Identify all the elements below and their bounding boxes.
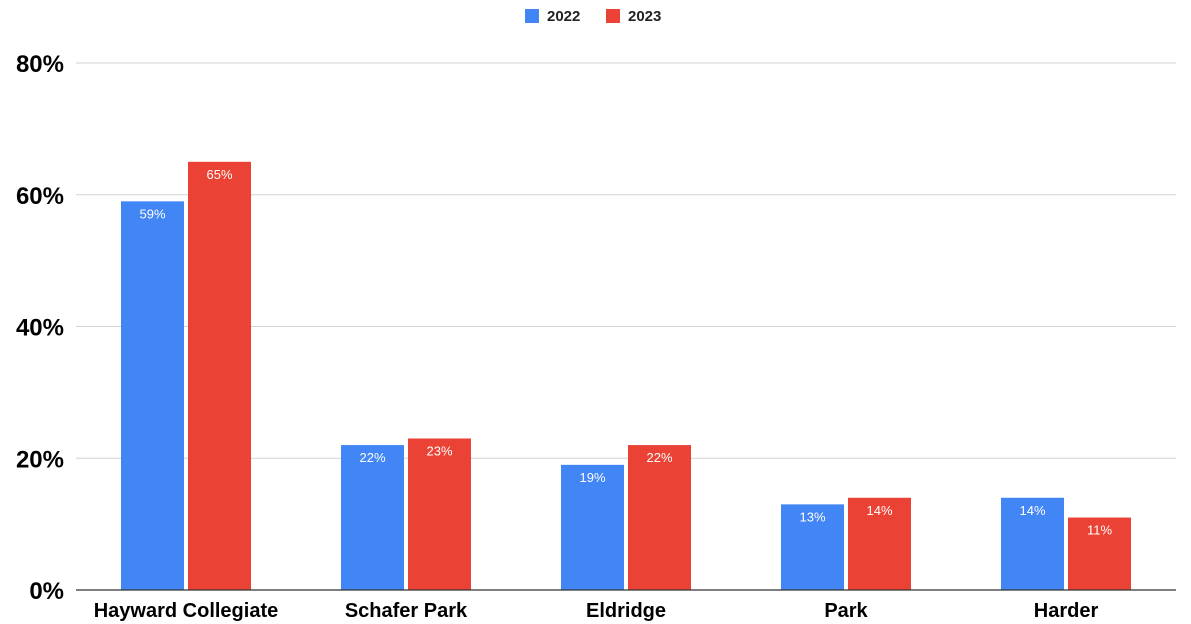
data-label: 65% bbox=[206, 167, 232, 182]
bar-2023-2 bbox=[628, 445, 691, 590]
x-tick-label: Park bbox=[824, 600, 868, 622]
x-tick-label: Hayward Collegiate bbox=[94, 600, 279, 622]
bar-2022-0 bbox=[121, 201, 184, 590]
data-label: 11% bbox=[1087, 523, 1112, 538]
data-label: 23% bbox=[426, 443, 452, 458]
x-tick-label: Harder bbox=[1034, 600, 1099, 622]
legend-label: 2023 bbox=[628, 8, 661, 25]
y-tick-label: 80% bbox=[16, 51, 64, 78]
x-axis-ticks: Hayward Collegiate Schafer Park Eldridge Pa… bbox=[94, 600, 1099, 622]
y-tick-label: 60% bbox=[16, 183, 64, 210]
data-label: 22% bbox=[359, 450, 385, 465]
bar-2022-3 bbox=[781, 504, 844, 590]
data-label: 22% bbox=[646, 450, 672, 465]
data-label: 14% bbox=[1019, 503, 1045, 518]
bar-2022-2 bbox=[561, 464, 624, 590]
x-tick-label: Eldridge bbox=[586, 600, 666, 622]
y-tick-label: 20% bbox=[16, 446, 64, 473]
chart-legend: 2022 2023 bbox=[525, 8, 661, 25]
chart-bars: 59% 65% 22% 23% 19% 22% 13% 14% 14% 11% bbox=[76, 161, 1176, 591]
bar-2023-1 bbox=[408, 438, 471, 590]
bar-2023-3 bbox=[848, 497, 911, 590]
bar-2023-0 bbox=[188, 161, 251, 590]
data-label: 59% bbox=[139, 206, 165, 221]
data-label: 19% bbox=[579, 470, 605, 485]
legend-label: 2022 bbox=[547, 8, 580, 25]
data-label: 13% bbox=[799, 509, 825, 524]
legend-swatch-2023 bbox=[606, 9, 620, 23]
legend-swatch-2022 bbox=[525, 9, 539, 23]
y-tick-label: 40% bbox=[16, 315, 64, 342]
bar-2023-4 bbox=[1068, 517, 1131, 590]
data-label: 14% bbox=[866, 503, 892, 518]
bar-2022-1 bbox=[341, 445, 404, 590]
bar-2022-4 bbox=[1001, 497, 1064, 590]
y-axis-ticks: 0% 20% 40% 60% 80% bbox=[16, 51, 64, 605]
x-tick-label: Schafer Park bbox=[345, 600, 468, 622]
chart-gridlines bbox=[76, 62, 1176, 459]
y-tick-label: 0% bbox=[29, 578, 64, 605]
